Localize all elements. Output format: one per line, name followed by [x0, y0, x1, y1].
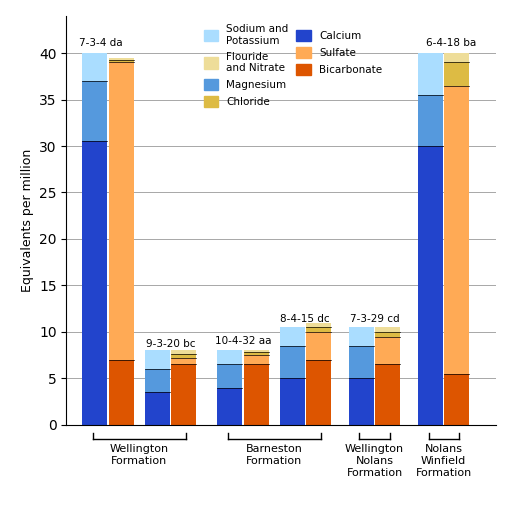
Bar: [375, 332, 400, 337]
Bar: [349, 379, 374, 425]
Bar: [418, 53, 443, 95]
Bar: [244, 355, 269, 364]
Text: Barneston
Formation: Barneston Formation: [246, 444, 303, 466]
Bar: [244, 353, 269, 355]
Text: 6-4-18 ba: 6-4-18 ba: [426, 38, 476, 48]
Y-axis label: Equivalents per million: Equivalents per million: [20, 149, 34, 292]
Text: 8-4-15 dc: 8-4-15 dc: [281, 314, 330, 324]
Bar: [82, 141, 107, 425]
Bar: [418, 146, 443, 425]
Legend: Sodium and
Potassium, Flouride
and Nitrate, Magnesium, Chloride, Calcium, Sulfat: Sodium and Potassium, Flouride and Nitra…: [200, 21, 385, 110]
Bar: [82, 53, 107, 81]
Text: 9-3-20 bc: 9-3-20 bc: [146, 339, 195, 349]
Bar: [217, 364, 242, 388]
Bar: [349, 346, 374, 379]
Text: 10-4-32 aa: 10-4-32 aa: [215, 336, 271, 346]
Bar: [244, 350, 269, 353]
Bar: [109, 63, 133, 360]
Bar: [171, 364, 196, 425]
Bar: [445, 63, 470, 85]
Text: Nolans
Winfield
Formation: Nolans Winfield Formation: [415, 444, 472, 477]
Text: Wellington
Formation: Wellington Formation: [109, 444, 169, 466]
Bar: [171, 358, 196, 364]
Bar: [82, 81, 107, 141]
Bar: [280, 379, 305, 425]
Bar: [445, 53, 470, 63]
Bar: [349, 327, 374, 346]
Bar: [244, 364, 269, 425]
Bar: [109, 59, 133, 63]
Bar: [306, 327, 331, 332]
Bar: [217, 388, 242, 425]
Bar: [171, 350, 196, 354]
Bar: [280, 346, 305, 379]
Bar: [306, 360, 331, 425]
Bar: [306, 332, 331, 360]
Bar: [109, 360, 133, 425]
Bar: [445, 374, 470, 425]
Bar: [375, 364, 400, 425]
Bar: [145, 350, 170, 369]
Bar: [418, 95, 443, 146]
Bar: [171, 354, 196, 358]
Text: 7-3-4 da: 7-3-4 da: [79, 38, 123, 48]
Bar: [109, 58, 133, 59]
Bar: [375, 337, 400, 364]
Text: Wellington
Nolans
Formation: Wellington Nolans Formation: [345, 444, 404, 477]
Bar: [217, 350, 242, 364]
Bar: [375, 327, 400, 332]
Bar: [145, 369, 170, 392]
Text: 7-3-29 cd: 7-3-29 cd: [350, 314, 399, 324]
Bar: [280, 327, 305, 346]
Bar: [306, 323, 331, 327]
Bar: [145, 392, 170, 425]
Bar: [445, 85, 470, 374]
